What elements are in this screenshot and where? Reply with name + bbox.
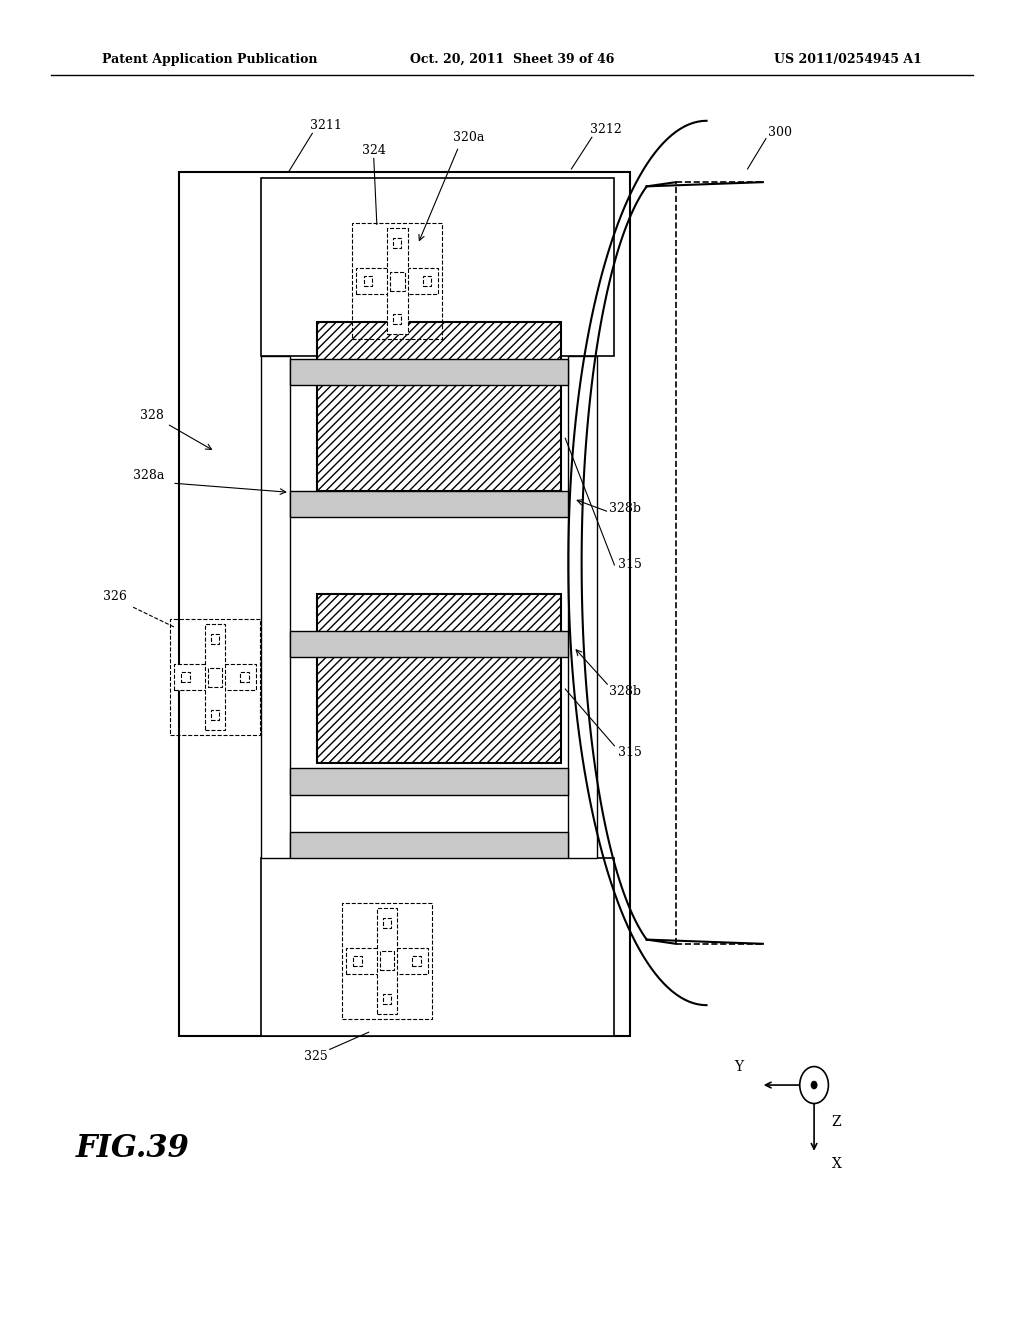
Bar: [241, 672, 249, 682]
Text: 315: 315: [617, 746, 642, 759]
Bar: [290, 359, 568, 385]
Bar: [346, 948, 428, 974]
Bar: [170, 619, 260, 735]
Bar: [413, 956, 421, 966]
Text: Y: Y: [734, 1060, 742, 1073]
Circle shape: [811, 1081, 817, 1089]
Text: 325: 325: [303, 1049, 328, 1063]
Bar: [205, 624, 225, 730]
Bar: [383, 917, 391, 928]
Text: Oct. 20, 2011  Sheet 39 of 46: Oct. 20, 2011 Sheet 39 of 46: [410, 53, 614, 66]
Text: 324: 324: [361, 144, 386, 157]
Text: 320a: 320a: [454, 131, 484, 144]
Bar: [353, 956, 361, 966]
Text: 328a: 328a: [133, 469, 164, 482]
Bar: [181, 672, 189, 682]
Bar: [383, 994, 391, 1005]
Bar: [211, 710, 219, 721]
Text: 326: 326: [102, 590, 127, 603]
Text: 300: 300: [768, 125, 793, 139]
Bar: [290, 631, 568, 657]
Bar: [393, 314, 401, 325]
Bar: [317, 322, 561, 491]
Text: 328b: 328b: [608, 685, 641, 698]
Bar: [290, 832, 568, 858]
Bar: [390, 272, 404, 290]
Text: FIG.39: FIG.39: [76, 1133, 190, 1164]
Bar: [208, 668, 222, 686]
Bar: [568, 356, 597, 858]
Text: 3212: 3212: [590, 123, 623, 136]
Bar: [352, 223, 442, 339]
Text: 328b: 328b: [608, 502, 641, 515]
Bar: [393, 238, 401, 248]
Circle shape: [800, 1067, 828, 1104]
Bar: [317, 594, 561, 763]
Bar: [380, 952, 394, 970]
Text: 3211: 3211: [309, 119, 342, 132]
Bar: [377, 908, 397, 1014]
Bar: [211, 634, 219, 644]
Text: X: X: [831, 1158, 842, 1171]
Text: Z: Z: [831, 1115, 842, 1129]
Bar: [423, 276, 431, 286]
Text: Patent Application Publication: Patent Application Publication: [102, 53, 317, 66]
Bar: [387, 228, 408, 334]
Text: US 2011/0254945 A1: US 2011/0254945 A1: [774, 53, 922, 66]
Bar: [290, 768, 568, 795]
Bar: [261, 356, 290, 858]
Text: 328: 328: [139, 409, 164, 422]
Bar: [342, 903, 432, 1019]
Bar: [174, 664, 256, 690]
Text: 315: 315: [617, 558, 642, 572]
Bar: [179, 172, 630, 1036]
Bar: [290, 491, 568, 517]
Bar: [356, 268, 438, 294]
Bar: [261, 178, 614, 356]
Bar: [261, 858, 614, 1036]
Bar: [364, 276, 372, 286]
